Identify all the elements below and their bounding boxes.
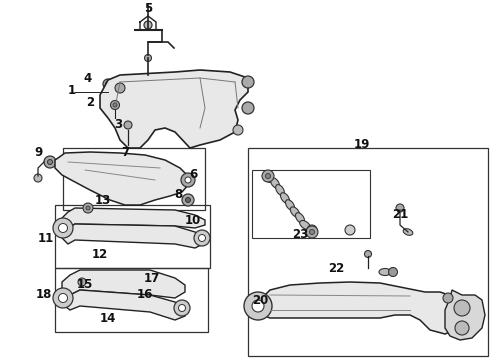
Circle shape (194, 230, 210, 246)
Circle shape (198, 234, 205, 242)
Circle shape (310, 230, 315, 234)
Circle shape (181, 173, 195, 187)
Text: 7: 7 (121, 145, 129, 158)
Circle shape (53, 218, 73, 238)
Circle shape (178, 305, 186, 311)
Circle shape (174, 300, 190, 316)
Ellipse shape (379, 269, 391, 275)
Polygon shape (255, 282, 462, 334)
Circle shape (111, 100, 120, 109)
Bar (55, 268, 208, 332)
Ellipse shape (403, 229, 413, 235)
Polygon shape (100, 70, 248, 148)
Text: 17: 17 (144, 271, 160, 284)
Polygon shape (62, 290, 185, 320)
Ellipse shape (263, 174, 273, 183)
Circle shape (144, 21, 152, 29)
Text: 4: 4 (84, 72, 92, 85)
Text: 9: 9 (34, 145, 42, 158)
Circle shape (78, 278, 86, 286)
Circle shape (365, 251, 371, 257)
Circle shape (86, 206, 90, 210)
Text: 2: 2 (86, 95, 94, 108)
Ellipse shape (286, 200, 294, 210)
Circle shape (105, 81, 111, 86)
Polygon shape (62, 208, 205, 228)
Circle shape (53, 288, 73, 308)
Text: 5: 5 (144, 1, 152, 14)
Circle shape (454, 300, 470, 316)
Ellipse shape (295, 213, 304, 223)
Bar (252, 170, 370, 238)
Text: 12: 12 (92, 248, 108, 261)
Text: 22: 22 (328, 261, 344, 274)
Circle shape (186, 198, 191, 202)
Text: 23: 23 (292, 229, 308, 242)
Text: 21: 21 (392, 208, 408, 221)
Polygon shape (55, 152, 188, 205)
Circle shape (266, 174, 270, 179)
Text: 13: 13 (95, 194, 111, 207)
Circle shape (44, 156, 56, 168)
Circle shape (443, 293, 453, 303)
Circle shape (115, 83, 125, 93)
Bar (63, 148, 205, 210)
Circle shape (182, 194, 194, 206)
Circle shape (307, 225, 317, 235)
Ellipse shape (290, 207, 300, 217)
Text: 18: 18 (36, 288, 52, 302)
Circle shape (242, 76, 254, 88)
Circle shape (244, 292, 272, 320)
Circle shape (252, 300, 264, 312)
Text: 19: 19 (354, 139, 370, 152)
Circle shape (83, 203, 93, 213)
Text: 16: 16 (137, 288, 153, 302)
Text: 3: 3 (114, 118, 122, 131)
Circle shape (103, 79, 113, 89)
Polygon shape (445, 290, 485, 340)
Ellipse shape (280, 193, 290, 203)
Circle shape (58, 293, 68, 302)
Text: 1: 1 (68, 84, 76, 96)
Circle shape (124, 121, 132, 129)
Polygon shape (62, 270, 185, 298)
Circle shape (262, 170, 274, 182)
Ellipse shape (270, 178, 279, 188)
Circle shape (113, 103, 117, 107)
Ellipse shape (276, 185, 284, 195)
Circle shape (242, 102, 254, 114)
Ellipse shape (300, 220, 310, 230)
Text: 15: 15 (77, 279, 93, 292)
Text: 11: 11 (38, 231, 54, 244)
Circle shape (345, 225, 355, 235)
Circle shape (58, 224, 68, 233)
Circle shape (233, 125, 243, 135)
Bar (55, 205, 210, 268)
Text: 10: 10 (185, 213, 201, 226)
Text: 8: 8 (174, 189, 182, 202)
Circle shape (185, 177, 191, 183)
Circle shape (34, 174, 42, 182)
Text: 20: 20 (252, 293, 268, 306)
Circle shape (48, 159, 52, 165)
Circle shape (306, 226, 318, 238)
Bar (248, 148, 488, 356)
Circle shape (145, 54, 151, 62)
Text: 6: 6 (189, 168, 197, 181)
Circle shape (389, 267, 397, 276)
Circle shape (455, 321, 469, 335)
Polygon shape (62, 224, 205, 248)
Circle shape (396, 204, 404, 212)
Text: 14: 14 (100, 311, 116, 324)
